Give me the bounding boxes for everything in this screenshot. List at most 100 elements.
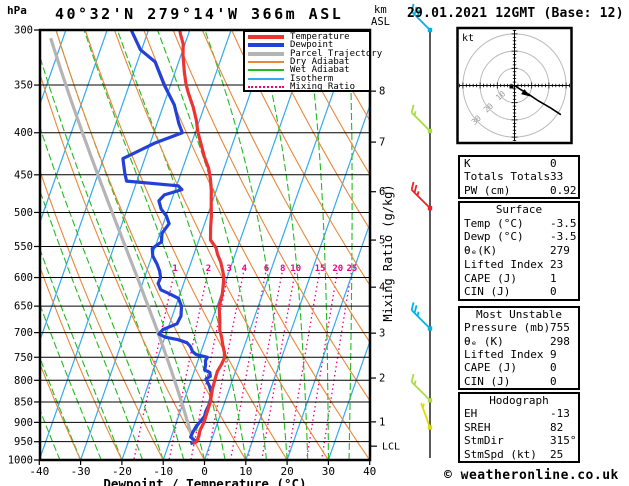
- panel-box-summary: K 0 Totals Totals 33 PW (cm) 0.92: [458, 155, 580, 199]
- svg-text:20: 20: [332, 264, 343, 274]
- svg-text:600: 600: [14, 272, 33, 284]
- svg-text:-20: -20: [112, 465, 132, 478]
- svg-text:7: 7: [379, 137, 385, 149]
- svg-text:750: 750: [14, 352, 33, 364]
- pressure-axis-unit: hPa: [7, 4, 27, 17]
- panel-row-label: K: [464, 157, 471, 170]
- panel-row-label: CAPE (J): [464, 361, 517, 375]
- temperature-axis: -40 -30 -20 -10 0 10 20 30 40 Dewpoint / Temperat…: [29, 460, 376, 486]
- panel-row-label: PW (cm): [464, 183, 511, 197]
- panel-row: Dewp (°C) -3.5: [460, 230, 578, 244]
- legend-label: Dry Adiabat: [290, 57, 350, 68]
- panel-box-surface: Surface Temp (°C) -3.5 Dewp (°C) -3.5 θₑ(K) 27…: [458, 201, 580, 301]
- svg-text:500: 500: [14, 207, 33, 219]
- panel-row-label: SREH: [464, 420, 491, 434]
- copyright: © weatheronline.co.uk: [444, 468, 619, 483]
- pressure-axis: 300 350 400 450 500 550 600 650 700 750 800 850 900 9…: [8, 25, 40, 467]
- svg-text:-40: -40: [29, 465, 49, 478]
- legend-sample-line: [248, 77, 284, 80]
- isotherms: [40, 30, 370, 460]
- panel-row: CIN (J) 0: [460, 375, 578, 388]
- svg-text:950: 950: [14, 436, 33, 448]
- legend-sample-line: [248, 43, 284, 48]
- legend-sample-line: [248, 61, 284, 64]
- svg-text:25: 25: [346, 264, 357, 274]
- legend-label: Dewpoint: [290, 40, 334, 51]
- run-datetime: 29.01.2021 12GMT (Base: 12): [407, 6, 624, 21]
- panel-row-label: Dewp (°C): [464, 230, 524, 244]
- svg-text:km: km: [374, 4, 387, 16]
- panel-row-label: EH: [464, 407, 478, 421]
- panel-row-value: 298: [550, 334, 570, 348]
- mixing-ratio-labels: 1 2 3 4 6 8 10 15 20 25: [172, 264, 357, 274]
- sounding-curves: [49, 30, 226, 446]
- svg-text:-10: -10: [153, 465, 173, 478]
- legend-label: Parcel Trajectory: [290, 48, 383, 59]
- hodograph-trace: [514, 84, 562, 116]
- panel-row: θₑ(K) 279: [460, 244, 578, 258]
- panel-section-title: Most Unstable: [475, 308, 563, 321]
- panel-row-label: CIN (J): [464, 374, 511, 388]
- panel-row: CIN (J) 0: [460, 285, 578, 299]
- panel-row-value: 23: [550, 257, 564, 271]
- panel-row-value: 9: [550, 347, 557, 361]
- svg-text:350: 350: [14, 80, 33, 92]
- panel-row: SREH 82: [460, 421, 578, 434]
- panel-row-value: 0: [550, 157, 557, 170]
- mixing-ratio-lines: [133, 272, 352, 460]
- panel-row-label: CAPE (J): [464, 271, 517, 285]
- legend-item-mixing-ratio: Mixing Ratio: [248, 81, 369, 92]
- station-title: 40°32'N 279°14'W 366m ASL: [55, 5, 344, 23]
- svg-text:2: 2: [206, 264, 211, 274]
- legend-label: Wet Adiabat: [290, 65, 350, 76]
- panel-row-label: Pressure (mb): [464, 321, 551, 335]
- svg-text:10: 10: [239, 465, 252, 478]
- panel-row-value: 279: [550, 244, 570, 258]
- svg-text:3: 3: [379, 328, 385, 340]
- hodograph-unit: kt: [462, 33, 474, 44]
- svg-text:4: 4: [242, 264, 248, 274]
- legend-label: Mixing Ratio: [290, 81, 356, 92]
- svg-text:700: 700: [14, 327, 33, 339]
- svg-text:ASL: ASL: [371, 16, 390, 28]
- panel-row-label: θₑ(K): [464, 244, 498, 258]
- svg-text:300: 300: [14, 25, 33, 37]
- svg-text:10: 10: [290, 264, 301, 274]
- svg-text:550: 550: [14, 241, 33, 253]
- mixing-ratio-axis-title: Mixing Ratio (g/kg): [381, 184, 395, 321]
- panel-row-value: 0: [550, 361, 557, 375]
- panel-row-value: -3.5: [550, 216, 577, 230]
- wind-barb-column: [410, 3, 433, 458]
- svg-text:8: 8: [379, 86, 385, 98]
- legend-sample-line: [248, 85, 284, 88]
- panel-row-value: 33: [550, 170, 564, 184]
- legend-sample-line: [248, 69, 284, 72]
- svg-text:1: 1: [172, 264, 177, 274]
- panel-row-value: 0: [550, 374, 557, 388]
- panel-row-value: 82: [550, 420, 564, 434]
- svg-text:1000: 1000: [8, 455, 33, 467]
- panel-row: Lifted Index 9: [460, 348, 578, 361]
- panel-box-hodograph: Hodograph EH -13 SREH 82 StmDir 315° StmSpd (kt…: [458, 392, 580, 463]
- legend-sample-line: [248, 51, 284, 56]
- svg-text:650: 650: [14, 301, 33, 313]
- panel-row-label: θₑ (K): [464, 334, 504, 348]
- panel-row-value: 315°: [550, 434, 577, 448]
- wind-barb-913hpa: [420, 402, 433, 430]
- legend-item-isotherm: Isotherm: [248, 74, 369, 83]
- panel-row-label: Temp (°C): [464, 216, 524, 230]
- wind-barb-692hpa: [410, 302, 433, 331]
- panel-row-label: StmSpd (kt): [464, 447, 537, 461]
- panel-row-value: 25: [550, 447, 564, 461]
- panel-row-value: 0: [550, 285, 557, 299]
- legend-sample-line: [248, 35, 284, 40]
- panel-row-label: StmDir: [464, 434, 504, 448]
- panel-row-value: -3.5: [550, 230, 577, 244]
- wind-barb-398hpa: [410, 104, 433, 134]
- legend: Temperature Dewpoint Parcel Trajectory Dry …: [243, 30, 382, 92]
- wind-barb-846hpa: [410, 373, 433, 403]
